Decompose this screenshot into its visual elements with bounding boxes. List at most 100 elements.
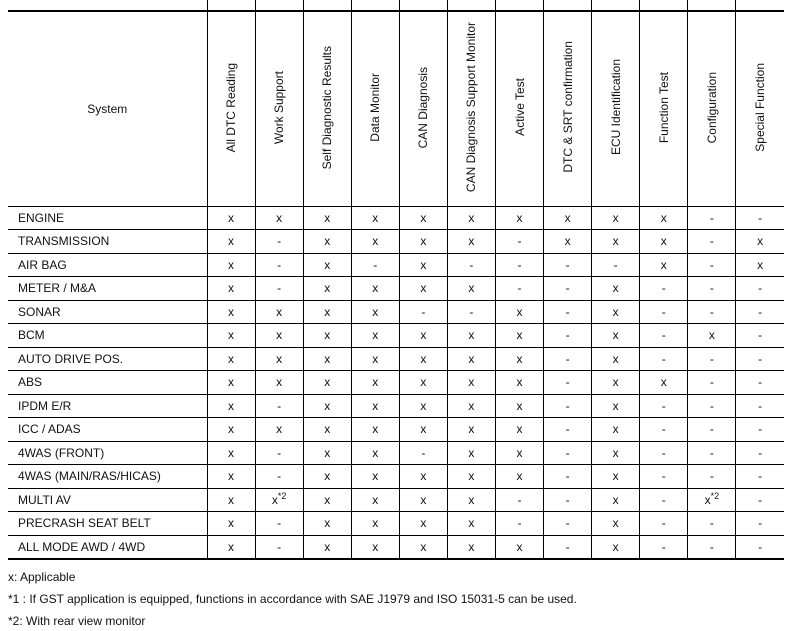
applicability-cell: x [446, 229, 496, 253]
applicability-cell: - [687, 206, 736, 230]
column-header-label: Configuration [704, 71, 719, 143]
applicability-cell: x [591, 488, 640, 512]
applicability-cell: - [735, 276, 784, 300]
applicability-cell: - [543, 253, 592, 277]
applicability-cell: x [302, 323, 352, 347]
system-name-cell: 4WAS (FRONT) [18, 445, 105, 460]
applicability-cell: x [639, 253, 688, 277]
applicability-cell: x [446, 206, 496, 230]
applicability-cell: x [302, 253, 352, 277]
applicability-cell: x [206, 488, 256, 512]
applicability-cell: - [687, 300, 736, 324]
applicability-cell: x [591, 535, 640, 559]
applicability-cell: - [735, 464, 784, 488]
applicability-cell: x [206, 347, 256, 371]
table-header: System All DTC Reading Work Support Self D… [8, 0, 784, 206]
column-header: Configuration [687, 0, 736, 206]
column-header: CAN Diagnosis [398, 0, 448, 206]
applicability-cell: x [206, 300, 256, 324]
system-name-cell: SONAR [18, 304, 61, 319]
applicability-cell: x [591, 370, 640, 394]
table-row: MULTI AV x x*2 x x x x - - x - x*2- [8, 488, 784, 512]
footnote-marker: *2 [277, 490, 287, 501]
table-row: ICC / ADAS x x x x x x x - x - - - [8, 417, 784, 441]
table-row: AUTO DRIVE POS. x x x x x x x - x - - - [8, 347, 784, 371]
applicability-cell: - [494, 276, 544, 300]
column-header: Work Support [254, 0, 304, 206]
applicability-cell: - [639, 441, 688, 465]
applicability-cell: - [543, 464, 592, 488]
applicability-cell: x [206, 535, 256, 559]
applicability-cell: - [446, 253, 496, 277]
table-body: ENGINE x x x x x x x x x x - - TRANSMISSION x - x x x x - x x x… [8, 206, 784, 559]
applicability-cell: x [398, 511, 448, 535]
applicability-cell: - [735, 347, 784, 371]
note-footnote-1: *1 : If GST application is equipped, fun… [8, 592, 577, 606]
applicability-cell: x [302, 511, 352, 535]
table-row: TRANSMISSION x - x x x x - x x x - x [8, 229, 784, 253]
applicability-cell: x [543, 229, 592, 253]
system-name-cell: BCM [18, 328, 45, 343]
system-name-cell: MULTI AV [18, 492, 71, 507]
column-header: Special Function [735, 0, 784, 206]
applicability-cell: x [350, 300, 400, 324]
header-row: System All DTC Reading Work Support Self D… [8, 0, 784, 206]
applicability-cell: x [254, 206, 304, 230]
applicability-cell: - [735, 417, 784, 441]
applicability-cell: - [639, 488, 688, 512]
applicability-cell: x [591, 206, 640, 230]
applicability-cell: - [735, 370, 784, 394]
column-header-label: DTC & SRT confirmation [560, 41, 575, 174]
applicability-cell: x [302, 229, 352, 253]
column-header: Self Diagnostic Results [302, 0, 352, 206]
column-header-label: Self Diagnostic Results [320, 45, 335, 169]
applicability-cell: - [687, 441, 736, 465]
table-row: PRECRASH SEAT BELT x - x x x x - - x - - - [8, 511, 784, 535]
applicability-cell: x [398, 206, 448, 230]
applicability-cell: - [254, 464, 304, 488]
applicability-cell: - [687, 511, 736, 535]
applicability-cell: - [543, 323, 592, 347]
applicability-cell: x [350, 394, 400, 418]
column-header-label: Data Monitor [368, 72, 383, 142]
table-row: AIR BAG x - x - x - - - - x - x [8, 253, 784, 277]
applicability-cell: - [543, 276, 592, 300]
applicability-cell: x [398, 347, 448, 371]
applicability-cell: x [350, 511, 400, 535]
column-header: All DTC Reading [206, 0, 256, 206]
column-header: Data Monitor [350, 0, 400, 206]
applicability-cell: x [494, 206, 544, 230]
applicability-cell: x [591, 464, 640, 488]
applicability-cell: - [735, 511, 784, 535]
applicability-cell: x [254, 300, 304, 324]
applicability-cell: x [302, 441, 352, 465]
applicability-cell: x [494, 417, 544, 441]
applicability-cell: x [591, 347, 640, 371]
applicability-cell: - [735, 394, 784, 418]
system-name-cell: TRANSMISSION [18, 234, 110, 249]
applicability-cell: x [350, 464, 400, 488]
table-row: METER / M&A x - x x x x - - x - - - [8, 276, 784, 300]
column-header-label: Function Test [656, 71, 671, 143]
applicability-cell: x [206, 511, 256, 535]
applicability-cell: - [639, 535, 688, 559]
system-name-cell: PRECRASH SEAT BELT [18, 516, 151, 531]
applicability-cell: - [687, 276, 736, 300]
applicability-cell: x [446, 417, 496, 441]
applicability-cell: x [494, 535, 544, 559]
applicability-cell: - [735, 323, 784, 347]
applicability-cell: x [206, 253, 256, 277]
applicability-cell: - [735, 488, 784, 512]
applicability-cell: x [543, 206, 592, 230]
applicability-cell: - [735, 535, 784, 559]
applicability-cell: - [254, 441, 304, 465]
applicability-cell: x [206, 441, 256, 465]
applicability-cell: x*2 [254, 488, 304, 512]
applicability-cell: x [398, 323, 448, 347]
applicability-cell: - [687, 464, 736, 488]
applicability-cell: - [494, 253, 544, 277]
applicability-cell: x [398, 370, 448, 394]
applicability-cell: - [591, 253, 640, 277]
applicability-cell: x [350, 276, 400, 300]
applicability-cell: x [398, 276, 448, 300]
